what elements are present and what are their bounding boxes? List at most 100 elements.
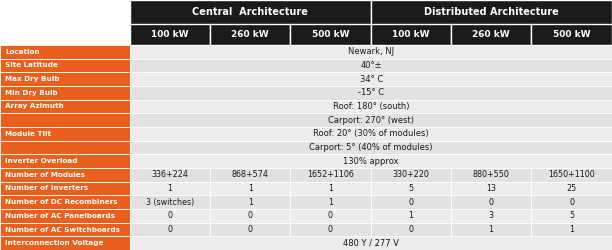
Bar xyxy=(0,59,130,72)
Bar xyxy=(211,195,291,209)
Text: 0: 0 xyxy=(248,225,253,234)
Text: 0: 0 xyxy=(328,211,333,220)
Bar xyxy=(130,154,612,168)
Text: Carport: 270° (west): Carport: 270° (west) xyxy=(328,116,414,125)
Bar xyxy=(0,45,130,59)
Bar xyxy=(0,168,130,182)
Bar xyxy=(130,182,211,195)
Text: 330+220: 330+220 xyxy=(392,170,429,179)
Bar xyxy=(130,236,612,250)
Bar xyxy=(371,182,451,195)
Text: 880+550: 880+550 xyxy=(472,170,509,179)
Bar xyxy=(450,168,531,182)
Bar xyxy=(0,141,130,154)
Text: 1650+1100: 1650+1100 xyxy=(548,170,595,179)
Bar xyxy=(450,223,531,236)
Bar xyxy=(531,195,612,209)
Text: 25: 25 xyxy=(567,184,577,193)
Bar xyxy=(0,182,130,195)
Bar xyxy=(450,209,531,223)
Bar xyxy=(130,100,612,113)
Text: -15° C: -15° C xyxy=(358,88,384,97)
Bar xyxy=(0,100,130,113)
Bar xyxy=(130,72,612,86)
Bar xyxy=(130,209,211,223)
Bar xyxy=(371,209,451,223)
Bar xyxy=(130,223,211,236)
Bar xyxy=(130,113,612,127)
Bar xyxy=(291,223,371,236)
Text: 1: 1 xyxy=(328,184,333,193)
Text: Site Latitude: Site Latitude xyxy=(5,62,58,68)
Bar xyxy=(211,168,291,182)
Text: 1: 1 xyxy=(408,211,413,220)
Text: 260 kW: 260 kW xyxy=(472,30,510,39)
Bar xyxy=(211,182,291,195)
Bar xyxy=(0,236,130,250)
Bar xyxy=(371,168,451,182)
Bar xyxy=(130,45,612,59)
Text: 1: 1 xyxy=(168,184,173,193)
Bar xyxy=(211,24,291,45)
Text: 868+574: 868+574 xyxy=(232,170,269,179)
Bar xyxy=(291,24,371,45)
Text: Roof: 180° (south): Roof: 180° (south) xyxy=(333,102,409,111)
Bar xyxy=(531,223,612,236)
Bar xyxy=(371,0,612,24)
Bar xyxy=(531,209,612,223)
Text: 100 kW: 100 kW xyxy=(151,30,189,39)
Bar xyxy=(0,209,130,223)
Text: Central  Architecture: Central Architecture xyxy=(192,7,308,17)
Text: 13: 13 xyxy=(486,184,496,193)
Bar xyxy=(130,0,371,24)
Text: Number of Inverters: Number of Inverters xyxy=(5,186,89,192)
Text: 0: 0 xyxy=(248,211,253,220)
Text: 0: 0 xyxy=(328,225,333,234)
Text: Newark, NJ: Newark, NJ xyxy=(348,47,394,56)
Bar xyxy=(371,24,451,45)
Text: Number of AC Panelboards: Number of AC Panelboards xyxy=(5,213,115,219)
Text: Inverter Overload: Inverter Overload xyxy=(5,158,78,164)
Bar xyxy=(130,141,612,154)
Bar xyxy=(130,59,612,72)
Text: Distributed Architecture: Distributed Architecture xyxy=(424,7,559,17)
Text: 0: 0 xyxy=(569,198,574,207)
Bar xyxy=(450,182,531,195)
Text: 0: 0 xyxy=(168,211,173,220)
Bar xyxy=(130,127,612,141)
Text: 1: 1 xyxy=(569,225,574,234)
Bar xyxy=(0,113,130,127)
Text: 1: 1 xyxy=(248,198,253,207)
Bar xyxy=(130,86,612,100)
Text: 3: 3 xyxy=(488,211,493,220)
Text: 130% approx: 130% approx xyxy=(343,157,399,166)
Text: Module Tilt: Module Tilt xyxy=(5,131,51,137)
Bar xyxy=(291,209,371,223)
Bar xyxy=(531,24,612,45)
Bar xyxy=(291,168,371,182)
Bar xyxy=(130,24,211,45)
Text: 100 kW: 100 kW xyxy=(392,30,430,39)
Text: Location: Location xyxy=(5,49,40,55)
Text: 0: 0 xyxy=(168,225,173,234)
Text: Number of AC Switchboards: Number of AC Switchboards xyxy=(5,226,120,232)
Text: 0: 0 xyxy=(408,198,413,207)
Text: 40°±: 40°± xyxy=(360,61,382,70)
Text: Array Azimuth: Array Azimuth xyxy=(5,104,64,110)
Bar xyxy=(450,195,531,209)
Bar xyxy=(291,195,371,209)
Bar xyxy=(0,223,130,236)
Text: 3 (switches): 3 (switches) xyxy=(146,198,194,207)
Text: 500 kW: 500 kW xyxy=(553,30,591,39)
Bar xyxy=(450,24,531,45)
Text: 5: 5 xyxy=(569,211,574,220)
Text: 0: 0 xyxy=(488,198,493,207)
Text: Roof: 20° (30% of modules): Roof: 20° (30% of modules) xyxy=(313,129,429,138)
Text: 336+224: 336+224 xyxy=(152,170,188,179)
Text: 0: 0 xyxy=(408,225,413,234)
Text: Max Dry Bulb: Max Dry Bulb xyxy=(5,76,60,82)
Bar xyxy=(0,72,130,86)
Bar xyxy=(0,154,130,168)
Bar xyxy=(371,195,451,209)
Bar xyxy=(211,223,291,236)
